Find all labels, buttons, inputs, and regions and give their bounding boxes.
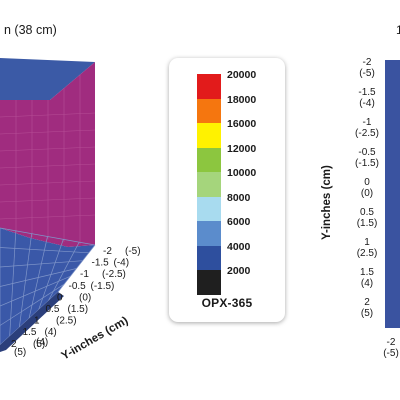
legend-value-label: 6000 xyxy=(227,216,251,228)
map-y-tick-inch: -1.5 xyxy=(358,87,376,98)
surface-y-tick-inch: 0 xyxy=(57,292,63,303)
legend-value-label: 20000 xyxy=(227,69,257,81)
legend-value-label: 4000 xyxy=(227,240,251,253)
legend-swatch xyxy=(197,221,221,246)
surface-y-tick-inch: 2 xyxy=(11,339,17,350)
floor-grid-line xyxy=(0,283,65,326)
face-grid-line xyxy=(0,129,96,135)
map-y-tick-cm: (-2.5) xyxy=(355,128,379,139)
surface-y-tick-cm: (-2.5) xyxy=(102,269,126,280)
surface-y-tick-cm: (4) xyxy=(45,327,57,338)
map-x-tick-cm: (-5) xyxy=(383,348,399,359)
surface-y-tick-inch: 1 xyxy=(34,316,40,327)
face-grid-line xyxy=(0,146,96,152)
map-y-tick-inch: 1 xyxy=(364,237,370,248)
surface-y-tick-cm: (-4) xyxy=(114,258,130,269)
legend-swatch xyxy=(197,172,221,197)
legend-title: OPX-365 xyxy=(201,296,253,310)
map-y-tick-inch: -2 xyxy=(363,57,372,68)
surface-y-tick-cm: (1.5) xyxy=(68,304,89,315)
map-y-tick-cm: (-5) xyxy=(359,68,375,79)
surface-face-grid xyxy=(0,74,96,245)
map-title-fragment: 1 xyxy=(396,23,400,37)
surface-y-tick-cm: (0) xyxy=(79,292,91,303)
surface-x-tick-label: (4) xyxy=(36,337,48,348)
legend-value-column: 20000 18000 16000 12000 10000 8000 6000 4000 200… xyxy=(227,69,277,290)
map-y-tick-inch: 2 xyxy=(364,297,370,308)
map-y-tick-inch: -1 xyxy=(363,117,372,128)
legend-swatch xyxy=(197,270,221,295)
color-scale-legend: 20000 18000 16000 12000 10000 8000 6000 4000 200… xyxy=(169,58,285,322)
floor-grid-line xyxy=(0,227,96,246)
surface-y-tick-inch: -0.5 xyxy=(69,281,87,292)
map-y-tick-cm: (5) xyxy=(361,308,373,319)
map-y-axis-label: Y-inches (cm) xyxy=(321,165,333,240)
legend-value-label: 8000 xyxy=(227,191,251,204)
surface-y-tick-cm: (-5) xyxy=(125,246,141,257)
surface-top-face xyxy=(0,58,95,100)
floor-grid-line xyxy=(0,276,71,307)
floor-shadow xyxy=(0,292,64,352)
map-y-tick-cm: (0) xyxy=(361,188,373,199)
map-y-tick-cm: (1.5) xyxy=(357,218,378,229)
map-y-tick-cm: (-1.5) xyxy=(355,158,379,169)
face-grid-line xyxy=(0,197,96,203)
floor-grid-line xyxy=(0,268,77,287)
surface-title-fragment: n (38 cm) xyxy=(4,23,57,37)
legend-value-label: 10000 xyxy=(227,167,257,179)
legend-swatch xyxy=(197,98,221,123)
surface-y-tick-cm: (2.5) xyxy=(56,316,77,327)
surface-y-tick-inch: 1.5 xyxy=(23,327,37,338)
face-grid-line xyxy=(0,214,96,220)
map-y-tick-inch: 0.5 xyxy=(360,207,374,218)
map-y-tick-cm: (-4) xyxy=(359,98,375,109)
map-y-tick-cm: (2.5) xyxy=(357,248,378,259)
surface-y-tick-inch: -1.5 xyxy=(92,258,110,269)
legend-swatch xyxy=(197,196,221,221)
map-x-tick-inch: -2 xyxy=(387,337,396,348)
surface-x-tick-label: (5) xyxy=(14,347,26,358)
floor-grid-line xyxy=(0,260,83,268)
color-map-2d-plot: 1 -2(-5)-1.5(-4)-1(-2.5)-0.5(-1.5)0(0)0.… xyxy=(321,23,400,359)
map-y-tick-inch: 1.5 xyxy=(360,267,374,278)
map-plot-area xyxy=(385,60,400,328)
map-y-tick-inch: 0 xyxy=(364,177,370,188)
legend-swatch-column xyxy=(197,74,221,295)
legend-value-label: 12000 xyxy=(227,142,257,155)
face-grid-line xyxy=(0,112,96,118)
legend-swatch xyxy=(197,74,221,99)
face-grid-line xyxy=(0,180,96,186)
map-y-tick-cm: (4) xyxy=(361,278,373,289)
surface-y-tick-inch: -1 xyxy=(80,269,89,280)
legend-swatch xyxy=(197,147,221,172)
legend-value-label: 2000 xyxy=(227,265,251,277)
legend-value-label: 18000 xyxy=(227,93,257,106)
legend-swatch xyxy=(197,123,221,148)
surface-3d-plot xyxy=(0,58,96,352)
surface-y-tick-cm: (5) xyxy=(33,339,45,350)
legend-swatch xyxy=(197,245,221,270)
map-y-axis-ticks: -2(-5)-1.5(-4)-1(-2.5)-0.5(-1.5)0(0)0.5(… xyxy=(355,57,379,319)
surface-y-tick-inch: 0.5 xyxy=(46,304,60,315)
legend-value-label: 16000 xyxy=(227,118,257,130)
surface-y-axis-ticks: -2 (-5)-1.5 (-4)-1 (-2.5)-0.5 (-1.5)0 (0)0.5(… xyxy=(11,246,141,350)
surface-y-tick-inch: -2 xyxy=(103,246,112,257)
map-y-tick-inch: -0.5 xyxy=(358,147,376,158)
face-grid-line xyxy=(0,163,96,169)
floor-grid-line xyxy=(0,247,89,254)
surface-y-tick-cm: (-1.5) xyxy=(91,281,115,292)
